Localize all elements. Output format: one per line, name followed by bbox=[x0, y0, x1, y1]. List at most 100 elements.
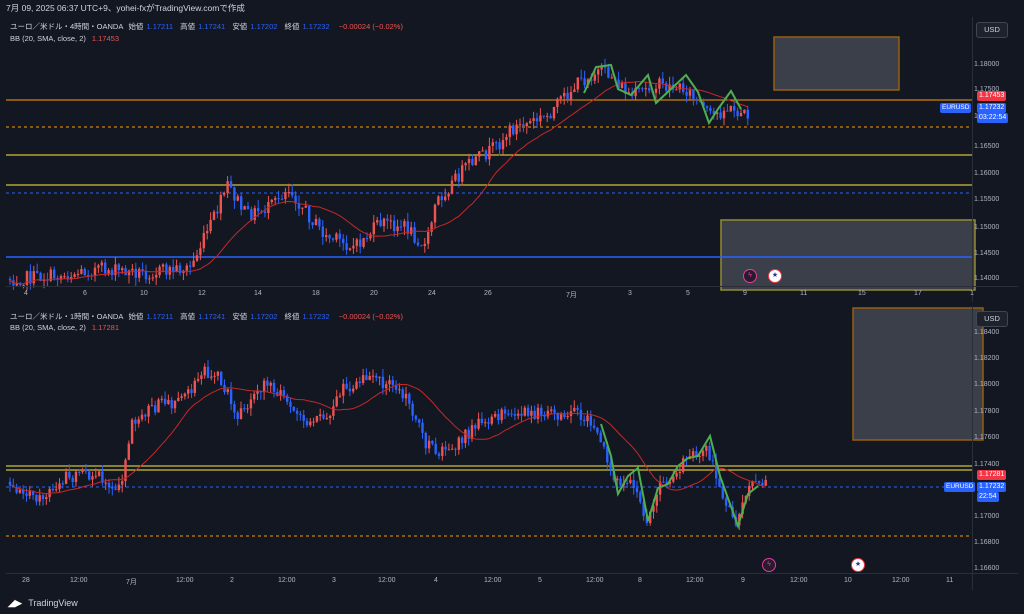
bb-price-tag: 1.17281 bbox=[977, 470, 1007, 480]
candle-body bbox=[233, 187, 236, 201]
currency-button[interactable]: USD bbox=[976, 22, 1008, 38]
time-tick-label: 24 bbox=[428, 290, 436, 297]
candle-body bbox=[309, 421, 312, 426]
candle-body bbox=[471, 158, 474, 165]
candles-canvas-4h[interactable] bbox=[6, 17, 1018, 302]
candle-body bbox=[63, 276, 66, 278]
candle-body bbox=[665, 481, 668, 484]
candle-body bbox=[15, 486, 18, 493]
chart-panel-4h[interactable]: ユーロ／米ドル・4時間・OANDA 始値 1.17211 高値 1.17241 安値… bbox=[6, 17, 1018, 302]
symbol-legend-4h[interactable]: ユーロ／米ドル・4時間・OANDA 始値 1.17211 高値 1.17241 安値… bbox=[10, 21, 403, 32]
candle-body bbox=[743, 109, 746, 113]
indicator-legend-bb-1h[interactable]: BB (20, SMA, close, 2) 1.17281 bbox=[10, 323, 119, 332]
time-axis-border bbox=[6, 573, 1018, 574]
candle-body bbox=[172, 266, 175, 272]
candle-body bbox=[124, 268, 127, 276]
symbol-legend-1h[interactable]: ユーロ／米ドル・1時間・OANDA 始値 1.17211 高値 1.17241 安値… bbox=[10, 311, 403, 322]
candle-body bbox=[566, 92, 569, 100]
candle-body bbox=[688, 90, 692, 96]
candle-body bbox=[569, 91, 573, 100]
tradingview-logo-icon[interactable]: ◢▶ bbox=[8, 598, 22, 608]
chart-panel-1h[interactable]: ユーロ／米ドル・1時間・OANDA 始値 1.17211 高値 1.17241 安値… bbox=[6, 306, 1018, 590]
candle-body bbox=[391, 380, 394, 385]
candle-body bbox=[196, 378, 200, 381]
chart-caption: 7月 09, 2025 06:37 UTC+9、yohei-fxがTrading… bbox=[0, 0, 1024, 17]
bb-label[interactable]: BB (20, SMA, close, 2) bbox=[10, 323, 86, 332]
event-flash-icon[interactable]: ϟ bbox=[762, 558, 776, 572]
candle-body bbox=[505, 136, 508, 141]
candle-body bbox=[695, 99, 698, 101]
candle-body bbox=[168, 266, 171, 275]
candle-body bbox=[302, 415, 305, 421]
candle-body bbox=[318, 218, 321, 227]
time-tick-label: 28 bbox=[22, 577, 30, 584]
candle-body bbox=[490, 416, 493, 424]
candle-body bbox=[461, 165, 464, 182]
candle-body bbox=[219, 194, 222, 214]
candle-body bbox=[424, 432, 427, 449]
candle-body bbox=[51, 488, 55, 491]
candle-body bbox=[301, 207, 304, 209]
time-tick-label: 12:00 bbox=[586, 577, 604, 584]
candle-body bbox=[84, 469, 88, 472]
candle-body bbox=[107, 270, 110, 274]
symbol-description[interactable]: ユーロ／米ドル・1時間・OANDA bbox=[10, 312, 124, 321]
candle-body bbox=[553, 409, 556, 413]
candle-body bbox=[365, 238, 369, 240]
candle-body bbox=[236, 196, 239, 201]
candle-body bbox=[685, 91, 688, 96]
candle-body bbox=[410, 227, 413, 234]
time-tick-label: 12:00 bbox=[484, 577, 502, 584]
candle-body bbox=[634, 87, 637, 97]
time-tick-label: 12:00 bbox=[70, 577, 88, 584]
footer-brand[interactable]: TradingView bbox=[28, 598, 78, 608]
candle-body bbox=[134, 268, 137, 278]
us-flag-event-icon[interactable]: ★ bbox=[768, 269, 782, 283]
open-value: 1.17211 bbox=[146, 22, 173, 31]
candle-body bbox=[28, 491, 31, 496]
time-tick-label: 9 bbox=[743, 290, 747, 297]
candle-body bbox=[111, 486, 114, 489]
candle-body bbox=[539, 115, 542, 122]
us-flag-event-icon[interactable]: ★ bbox=[851, 558, 865, 572]
candle-body bbox=[530, 410, 533, 416]
candle-body bbox=[520, 413, 523, 416]
candle-body bbox=[216, 371, 220, 376]
candle-body bbox=[144, 414, 147, 417]
candle-body bbox=[319, 414, 322, 417]
candle-body bbox=[701, 450, 705, 456]
candle-body bbox=[413, 227, 416, 243]
candle-body bbox=[100, 262, 103, 266]
candle-body bbox=[381, 376, 385, 389]
time-tick-label: 10 bbox=[844, 577, 852, 584]
candle-body bbox=[518, 124, 522, 126]
candle-body bbox=[280, 198, 284, 200]
indicator-legend-bb-4h[interactable]: BB (20, SMA, close, 2) 1.17453 bbox=[10, 34, 119, 43]
currency-button[interactable]: USD bbox=[976, 311, 1008, 327]
candle-body bbox=[620, 82, 624, 89]
candle-body bbox=[563, 92, 566, 97]
price-tick-label: 1.15000 bbox=[974, 224, 1000, 231]
time-tick-label: 2 bbox=[230, 577, 234, 584]
close-label: 終値 bbox=[284, 312, 300, 321]
candle-body bbox=[736, 110, 739, 117]
candle-body bbox=[606, 446, 609, 463]
time-tick-label: 12 bbox=[198, 290, 206, 297]
candle-body bbox=[141, 269, 144, 272]
candle-body bbox=[746, 109, 749, 119]
candle-body bbox=[206, 366, 210, 378]
candle-body bbox=[226, 181, 229, 194]
candle-body bbox=[593, 74, 596, 81]
candle-body bbox=[503, 409, 507, 414]
candle-body bbox=[209, 219, 212, 232]
event-flash-icon[interactable]: ϟ bbox=[743, 269, 757, 283]
symbol-description[interactable]: ユーロ／米ドル・4時間・OANDA bbox=[10, 22, 124, 31]
time-tick-label: 12:00 bbox=[790, 577, 808, 584]
candle-body bbox=[104, 262, 107, 274]
time-tick-label: 7月 bbox=[566, 292, 577, 299]
candle-body bbox=[35, 494, 38, 502]
candles-canvas-1h[interactable] bbox=[6, 306, 1018, 590]
bb-label[interactable]: BB (20, SMA, close, 2) bbox=[10, 34, 86, 43]
candle-body bbox=[444, 446, 447, 450]
candle-body bbox=[546, 115, 549, 117]
